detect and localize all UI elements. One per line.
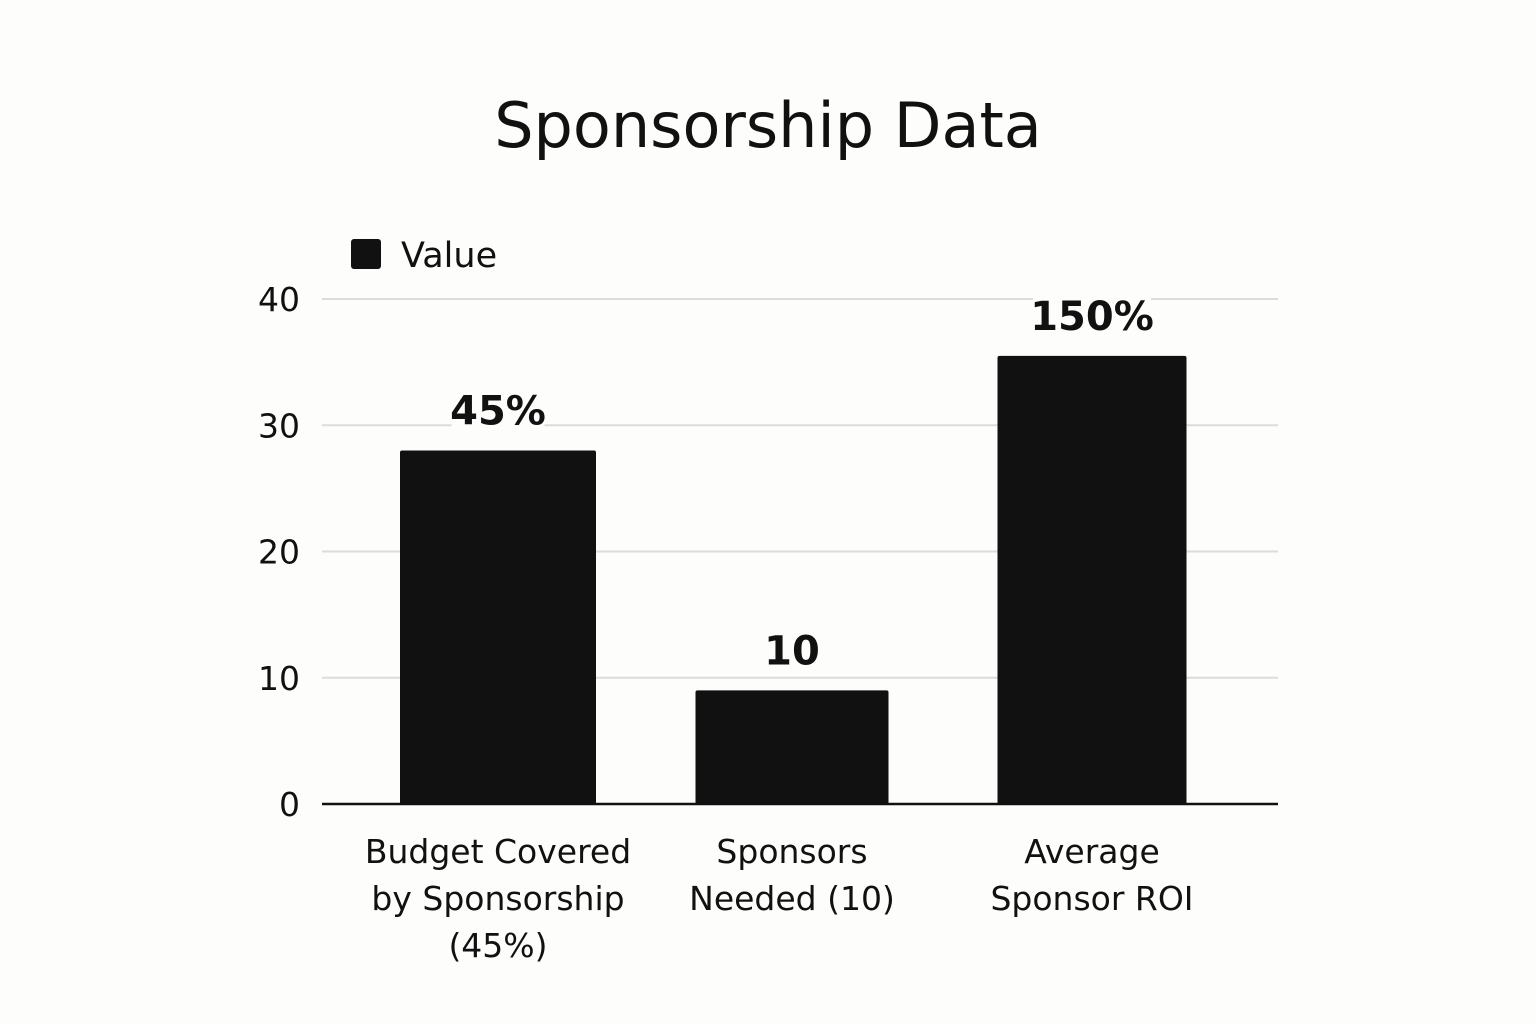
data-label-bg [1033,291,1151,342]
bar [695,690,889,804]
y-tick-label: 10 [258,659,300,698]
data-label-bg [758,626,826,677]
data-label: 10 [764,628,820,674]
y-tick-label: 40 [258,280,300,319]
data-label-bg [451,386,545,437]
bar [997,355,1187,804]
y-tick-label: 20 [258,533,300,572]
category-label: Budget Covered by Sponsorship (45%) [365,832,631,965]
category-label: Average Sponsor ROI [990,832,1193,918]
category-label-line: Budget Covered [365,832,631,871]
data-labels: 45% 10 150% [450,291,1154,677]
legend-label-value: Value [401,236,497,276]
y-tick-label: 30 [258,406,300,445]
category-label-line: Average [1024,832,1160,871]
category-label-line: by Sponsorship [371,879,624,918]
category-label: Sponsors Needed (10) [689,832,895,918]
y-axis-ticks: 0 10 20 30 40 [258,280,300,824]
chart-title: Sponsorship Data [494,89,1042,162]
category-label-line: Needed (10) [689,879,895,918]
y-tick-label: 0 [279,785,300,824]
legend: Value [351,236,497,276]
category-label-line: (45%) [448,926,547,965]
category-label-line: Sponsor ROI [990,879,1193,918]
legend-swatch-value [351,239,381,269]
bar [400,450,596,804]
data-label: 45% [450,389,546,435]
category-labels: Budget Covered by Sponsorship (45%) Sponsor… [365,832,1194,965]
data-label: 150% [1030,294,1154,340]
category-label-line: Sponsors [716,832,867,871]
bars [400,355,1187,804]
